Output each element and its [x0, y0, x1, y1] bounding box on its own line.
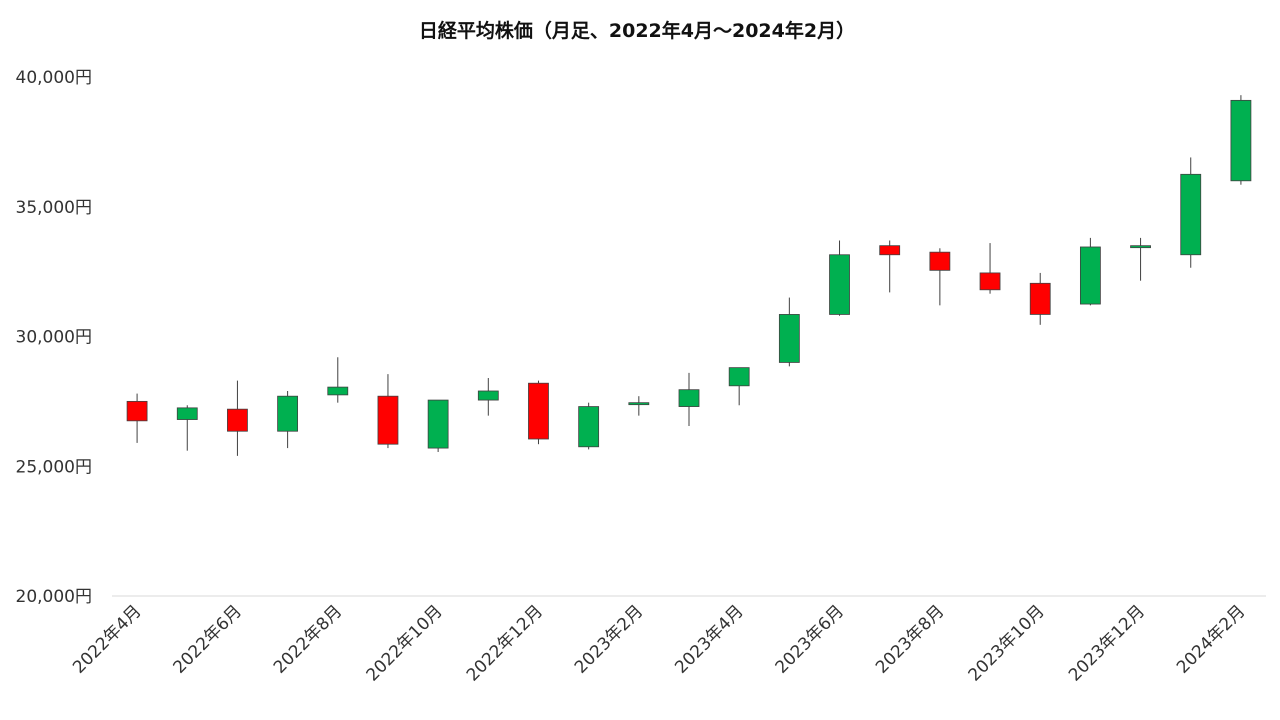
candle-body-up — [628, 402, 650, 406]
y-tick-label: 40,000円 — [16, 68, 92, 88]
chart-title: 日経平均株価（月足、2022年4月～2024年2月） — [419, 19, 855, 42]
candle — [528, 380, 549, 445]
x-tick-label: 2023年6月 — [772, 601, 848, 677]
candle — [628, 396, 650, 416]
x-tick-label: 2022年10月 — [363, 601, 447, 685]
candle — [879, 240, 901, 293]
y-axis: 20,000円 25,000円 30,000円 35,000円 40,000円 — [16, 68, 92, 607]
candle — [176, 405, 198, 451]
candle — [1079, 237, 1101, 306]
x-tick-label: 2023年4月 — [671, 601, 747, 677]
candle-body-up — [327, 386, 349, 396]
candle — [1230, 95, 1252, 185]
candle-body-down — [929, 251, 951, 271]
candle-body-up — [728, 367, 750, 387]
candle-body-up — [1079, 246, 1101, 305]
candle — [929, 248, 951, 306]
y-tick-label: 35,000円 — [16, 198, 92, 218]
candle-body-down — [1029, 282, 1051, 315]
x-tick-label: 2022年6月 — [170, 601, 246, 677]
candle — [778, 297, 800, 367]
candle-body-up — [176, 407, 198, 420]
candle — [979, 243, 1001, 294]
candle — [1180, 157, 1202, 268]
candle-body-up — [829, 254, 850, 315]
candle — [678, 372, 700, 427]
candle — [477, 378, 499, 416]
candle-body-up — [678, 389, 700, 407]
candle — [126, 393, 148, 443]
x-axis: 2022年4月 2022年6月 2022年8月 2022年10月 2022年12月 202… — [69, 601, 1249, 685]
candle — [728, 367, 750, 406]
x-tick-label: 2023年8月 — [872, 601, 948, 677]
candles — [126, 95, 1252, 456]
candle-body-up — [427, 399, 449, 449]
candle — [829, 240, 850, 316]
candle — [227, 380, 248, 456]
x-tick-label: 2023年2月 — [571, 601, 647, 677]
candle — [427, 399, 449, 452]
y-tick-label: 25,000円 — [16, 457, 92, 477]
x-tick-label: 2022年12月 — [463, 601, 547, 685]
candle-body-up — [1130, 245, 1151, 249]
y-tick-label: 20,000円 — [16, 587, 92, 607]
candle-body-down — [979, 272, 1001, 291]
candle-body-down — [126, 400, 148, 422]
candle-body-up — [277, 395, 299, 432]
candle-body-up — [1230, 99, 1252, 182]
candle-body-up — [477, 390, 499, 401]
candle-body-up — [778, 314, 800, 363]
candle — [377, 374, 399, 449]
candle-body-down — [879, 245, 901, 256]
x-tick-label: 2022年8月 — [270, 601, 346, 677]
x-tick-label: 2023年12月 — [1065, 601, 1149, 685]
candle — [327, 357, 349, 403]
x-tick-label: 2024年2月 — [1173, 601, 1249, 677]
candle — [1029, 272, 1051, 325]
candle — [277, 390, 299, 449]
candle-body-down — [377, 395, 399, 445]
candle — [1130, 237, 1151, 281]
x-tick-label: 2023年10月 — [965, 601, 1049, 685]
candle — [578, 402, 600, 450]
candle-body-up — [578, 406, 600, 448]
y-tick-label: 30,000円 — [16, 328, 92, 348]
candle-body-up — [1180, 173, 1202, 256]
candle-body-down — [528, 382, 549, 440]
candle-body-down — [227, 408, 248, 432]
x-tick-label: 2022年4月 — [69, 601, 145, 677]
